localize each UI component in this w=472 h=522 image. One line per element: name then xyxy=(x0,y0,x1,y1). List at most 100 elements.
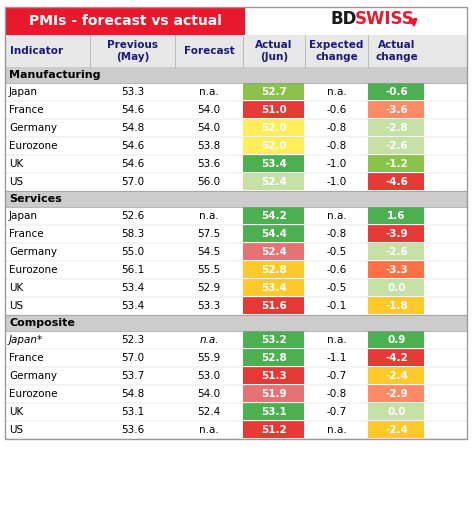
Text: Germany: Germany xyxy=(9,123,57,133)
Text: US: US xyxy=(9,425,23,435)
Text: UK: UK xyxy=(9,283,23,293)
Text: 52.0: 52.0 xyxy=(261,141,287,151)
Text: Eurozone: Eurozone xyxy=(9,389,58,399)
Text: -1.8: -1.8 xyxy=(385,301,408,311)
Text: US: US xyxy=(9,177,23,187)
Bar xyxy=(368,261,424,278)
Text: Actual
change: Actual change xyxy=(375,40,418,62)
Text: France: France xyxy=(9,353,43,363)
Text: 54.0: 54.0 xyxy=(197,123,220,133)
Text: 53.4: 53.4 xyxy=(121,283,144,293)
Text: Services: Services xyxy=(9,194,62,204)
Text: 52.3: 52.3 xyxy=(121,335,144,345)
Text: -0.5: -0.5 xyxy=(326,247,346,257)
Bar xyxy=(368,101,424,118)
Text: 55.0: 55.0 xyxy=(121,247,144,257)
Bar xyxy=(5,261,467,279)
Text: -0.8: -0.8 xyxy=(326,229,346,239)
Text: -2.9: -2.9 xyxy=(385,389,408,399)
Text: Manufacturing: Manufacturing xyxy=(9,70,101,80)
Bar xyxy=(243,137,304,154)
Bar xyxy=(5,101,467,119)
Bar xyxy=(243,243,304,260)
Bar xyxy=(243,119,304,136)
Text: 53.8: 53.8 xyxy=(197,141,220,151)
Bar xyxy=(243,367,304,384)
Text: -2.6: -2.6 xyxy=(385,141,408,151)
Text: 52.8: 52.8 xyxy=(261,353,287,363)
Bar xyxy=(243,421,304,438)
Bar xyxy=(368,367,424,384)
Bar xyxy=(5,331,467,349)
Text: 56.0: 56.0 xyxy=(197,177,220,187)
Text: 54.6: 54.6 xyxy=(121,141,144,151)
Bar xyxy=(5,367,467,385)
Text: Forecast: Forecast xyxy=(184,46,235,56)
Text: 56.1: 56.1 xyxy=(121,265,144,275)
Text: Expected
change: Expected change xyxy=(309,40,364,62)
Text: -0.6: -0.6 xyxy=(385,87,408,97)
Text: 52.8: 52.8 xyxy=(261,265,287,275)
Text: 58.3: 58.3 xyxy=(121,229,144,239)
Bar xyxy=(243,155,304,172)
Text: France: France xyxy=(9,105,43,115)
Text: Actual
(Jun): Actual (Jun) xyxy=(255,40,293,62)
Text: 57.5: 57.5 xyxy=(197,229,220,239)
Text: 54.0: 54.0 xyxy=(197,105,220,115)
Text: 53.1: 53.1 xyxy=(121,407,144,417)
Text: 54.8: 54.8 xyxy=(121,389,144,399)
Text: 52.6: 52.6 xyxy=(121,211,144,221)
Bar xyxy=(368,421,424,438)
Text: -3.9: -3.9 xyxy=(385,229,408,239)
Text: -4.6: -4.6 xyxy=(385,177,408,187)
Text: 51.9: 51.9 xyxy=(261,389,287,399)
Text: 0.0: 0.0 xyxy=(387,407,406,417)
Text: -1.0: -1.0 xyxy=(326,159,346,169)
Text: Indicator: Indicator xyxy=(10,46,63,56)
Text: -1.0: -1.0 xyxy=(326,177,346,187)
Text: -0.8: -0.8 xyxy=(326,389,346,399)
Text: 53.6: 53.6 xyxy=(121,425,144,435)
Text: 53.4: 53.4 xyxy=(261,159,287,169)
Text: BD: BD xyxy=(330,10,356,28)
Bar xyxy=(5,225,467,243)
Text: -2.8: -2.8 xyxy=(385,123,408,133)
Text: 54.4: 54.4 xyxy=(261,229,287,239)
Bar xyxy=(368,137,424,154)
Bar xyxy=(5,315,467,331)
Text: UK: UK xyxy=(9,159,23,169)
Bar xyxy=(5,7,245,35)
Text: -3.3: -3.3 xyxy=(385,265,408,275)
Text: US: US xyxy=(9,301,23,311)
Text: 53.1: 53.1 xyxy=(261,407,287,417)
Text: -0.7: -0.7 xyxy=(326,371,346,381)
Text: 54.2: 54.2 xyxy=(261,211,287,221)
Bar xyxy=(243,83,304,100)
Text: Previous
(May): Previous (May) xyxy=(107,40,158,62)
Bar xyxy=(368,331,424,348)
Bar xyxy=(5,349,467,367)
Text: 52.7: 52.7 xyxy=(261,87,287,97)
Text: -0.6: -0.6 xyxy=(326,105,346,115)
Text: -2.6: -2.6 xyxy=(385,247,408,257)
Bar xyxy=(5,279,467,297)
Bar xyxy=(368,119,424,136)
Text: Composite: Composite xyxy=(9,318,75,328)
Bar xyxy=(243,261,304,278)
Bar xyxy=(368,173,424,190)
Text: 54.8: 54.8 xyxy=(121,123,144,133)
Text: 51.3: 51.3 xyxy=(261,371,287,381)
Text: n.a.: n.a. xyxy=(327,87,346,97)
Text: Japan*: Japan* xyxy=(9,335,43,345)
Bar xyxy=(5,403,467,421)
Bar xyxy=(5,243,467,261)
Bar xyxy=(5,207,467,225)
Bar xyxy=(243,279,304,296)
Text: Eurozone: Eurozone xyxy=(9,265,58,275)
Text: PMIs - forecast vs actual: PMIs - forecast vs actual xyxy=(29,14,221,28)
Bar xyxy=(243,173,304,190)
Bar xyxy=(5,119,467,137)
Text: -1.1: -1.1 xyxy=(326,353,347,363)
Text: 51.6: 51.6 xyxy=(261,301,287,311)
Bar xyxy=(243,225,304,242)
